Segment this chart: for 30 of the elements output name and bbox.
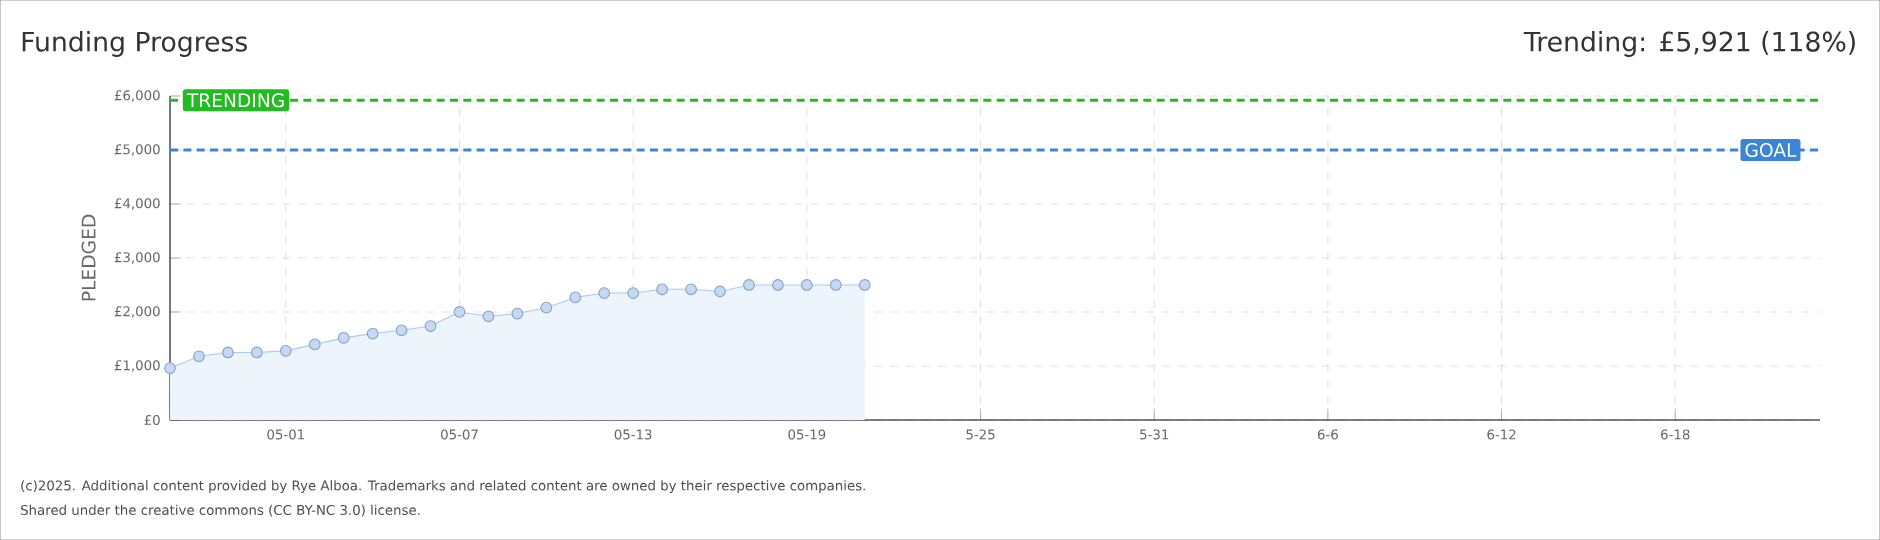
y-axis-title: PLEDGED (81, 214, 96, 301)
point (772, 279, 784, 291)
point (279, 344, 292, 357)
point (829, 279, 842, 291)
point (685, 283, 697, 296)
point (251, 346, 263, 359)
point (858, 279, 871, 291)
point (511, 307, 524, 320)
point (743, 279, 755, 291)
point (453, 306, 466, 318)
point (193, 350, 205, 363)
point (337, 332, 350, 344)
point (366, 327, 379, 340)
ref-line-label: GOAL (1745, 142, 1797, 158)
point (569, 291, 582, 304)
point (714, 285, 726, 298)
point (222, 346, 234, 359)
point (482, 310, 495, 323)
point (424, 320, 437, 332)
point (308, 338, 321, 351)
point (540, 301, 553, 314)
point (656, 283, 668, 296)
point (598, 287, 611, 299)
point (800, 279, 813, 291)
point (395, 324, 408, 337)
chart-subtitle: Trending: £5,921 (118%) (1523, 31, 1855, 57)
chart-title: Funding Progress (22, 31, 247, 57)
point (164, 362, 176, 375)
point (627, 287, 640, 299)
ref-line-label: TRENDING (186, 93, 284, 108)
